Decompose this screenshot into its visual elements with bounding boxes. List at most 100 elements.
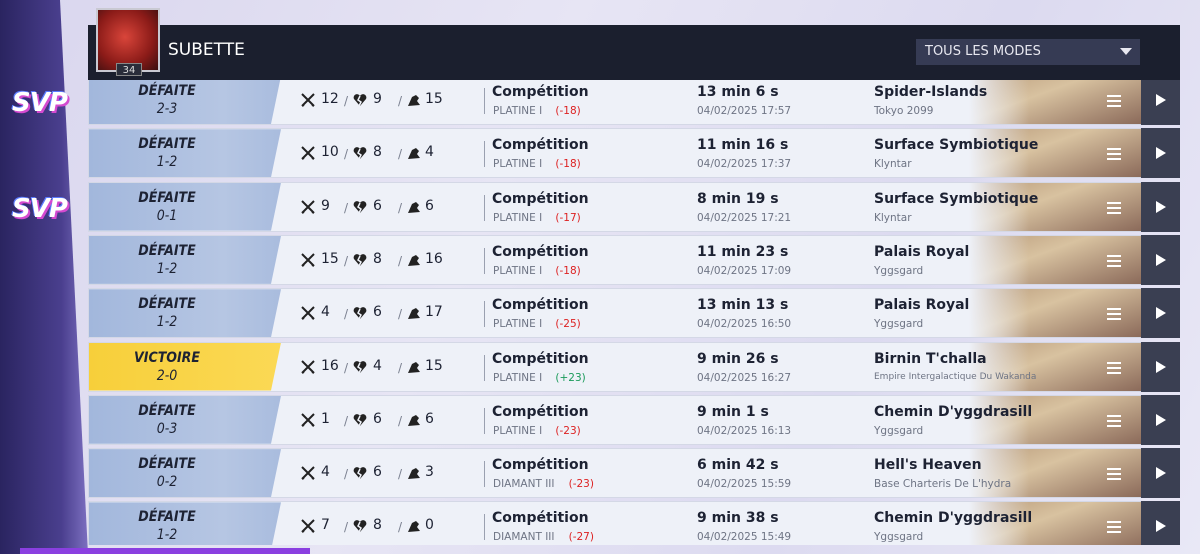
deaths: 4 — [373, 357, 382, 374]
result-box: VICTOIRE 2-0 — [89, 342, 281, 391]
map: Chemin D'yggdrasill — [874, 510, 1033, 527]
region: Empire Intergalactique Du Wakanda — [874, 371, 1037, 382]
deaths-icon — [353, 200, 367, 213]
rank-delta: (-23) — [568, 478, 594, 491]
date: 04/02/2025 16:50 — [697, 318, 792, 331]
replay-button[interactable] — [1141, 234, 1180, 285]
divider — [484, 461, 485, 488]
details-icon[interactable] — [1107, 414, 1121, 427]
details-icon[interactable] — [1107, 308, 1121, 321]
score: 1-2 — [156, 527, 178, 544]
score: 0-3 — [156, 420, 178, 437]
assists: 15 — [425, 91, 443, 107]
region: Yggsgard — [874, 318, 924, 331]
duration: 13 min 6 s — [697, 84, 779, 100]
score: 2-3 — [156, 101, 178, 117]
duration: 11 min 16 s — [697, 137, 789, 154]
avatar[interactable] — [96, 8, 160, 72]
match-row[interactable]: DÉFAITE 1-2 15 8 / 16 / Compétition PLATINE I (-1… — [88, 234, 1180, 285]
duration: 13 min 13 s — [697, 297, 789, 314]
map: Chemin D'yggdrasill — [874, 403, 1033, 420]
map: Hell's Heaven — [874, 457, 982, 474]
kills-icon — [301, 519, 315, 534]
match-row[interactable]: DÉFAITE 1-2 4 6 / 17 / Compétition PLATINE I (-25… — [88, 288, 1180, 339]
play-icon — [1156, 253, 1166, 266]
rank: PLATINE I — [493, 211, 543, 224]
match-list: DÉFAITE 2-3 12 9 / 15 / Compétition PLATINE I (-1… — [88, 80, 1180, 545]
deaths-icon — [353, 94, 367, 107]
stat-separator: / — [398, 307, 403, 322]
details-icon[interactable] — [1107, 254, 1121, 267]
duration: 9 min 1 s — [697, 403, 769, 420]
date: 04/02/2025 17:57 — [697, 105, 792, 117]
duration: 11 min 23 s — [697, 243, 789, 260]
deaths: 9 — [373, 91, 382, 107]
details-icon[interactable] — [1107, 521, 1121, 534]
stat-separator: / — [344, 520, 349, 535]
mode-dropdown[interactable]: TOUS LES MODES — [916, 39, 1140, 65]
rank: DIAMANT III — [493, 478, 555, 491]
replay-button[interactable] — [1141, 448, 1180, 499]
match-row[interactable]: DÉFAITE 1-2 7 8 / 0 / Compétition DIAMANT III (-2… — [88, 501, 1180, 545]
details-icon[interactable] — [1107, 361, 1121, 374]
result-box: DÉFAITE 1-2 — [89, 235, 281, 284]
replay-button[interactable] — [1141, 501, 1180, 545]
match-row[interactable]: DÉFAITE 0-2 4 6 / 3 / Compétition DIAMANT III (-2… — [88, 448, 1180, 499]
deaths: 6 — [373, 464, 382, 481]
match-row[interactable]: DÉFAITE 2-3 12 9 / 15 / Compétition PLATINE I (-1… — [88, 80, 1180, 125]
result: DÉFAITE — [138, 83, 196, 99]
result: DÉFAITE — [138, 136, 196, 153]
kills-icon — [301, 466, 315, 480]
rank-delta: (+23) — [555, 371, 586, 384]
match-row[interactable]: DÉFAITE 0-3 1 6 / 6 / Compétition PLATINE I (-23)… — [88, 394, 1180, 445]
assists: 3 — [425, 464, 434, 481]
map-image — [969, 502, 1141, 545]
region: Klyntar — [874, 211, 912, 224]
deaths: 8 — [373, 144, 382, 161]
divider — [484, 194, 485, 221]
match-row[interactable]: DÉFAITE 1-2 10 8 / 4 / Compétition PLATINE I (-18… — [88, 128, 1180, 179]
replay-button[interactable] — [1141, 181, 1180, 232]
sidebar — [0, 0, 88, 554]
assists: 6 — [425, 410, 434, 427]
result-box: DÉFAITE 1-2 — [89, 289, 281, 338]
region: Klyntar — [874, 158, 912, 171]
details-icon[interactable] — [1107, 148, 1121, 161]
match-row[interactable]: DÉFAITE 0-1 9 6 / 6 / Compétition PLATINE I (-17)… — [88, 181, 1180, 232]
kills-icon — [301, 199, 315, 214]
details-icon[interactable] — [1107, 95, 1121, 107]
assists-icon — [408, 414, 420, 426]
rank-delta: (-25) — [555, 318, 581, 331]
map: Palais Royal — [874, 243, 970, 260]
match-row[interactable]: VICTOIRE 2-0 16 4 / 15 / Compétition PLATINE I (+… — [88, 341, 1180, 392]
replay-button[interactable] — [1141, 128, 1180, 179]
stat-separator: / — [398, 520, 403, 535]
map: Surface Symbiotique — [874, 137, 1039, 154]
replay-button[interactable] — [1141, 394, 1180, 445]
mode: Compétition — [492, 243, 589, 260]
stat-separator: / — [344, 147, 349, 162]
result-box: DÉFAITE 1-2 — [89, 129, 281, 178]
dropdown-arrow — [1120, 48, 1132, 55]
details-icon[interactable] — [1107, 468, 1121, 481]
assists-icon — [408, 201, 420, 213]
stat-separator: / — [398, 147, 403, 162]
rank: PLATINE I — [493, 105, 543, 117]
replay-button[interactable] — [1141, 80, 1180, 125]
deaths-icon — [353, 360, 367, 373]
kills: 15 — [321, 250, 339, 267]
deaths-icon — [353, 413, 367, 427]
play-icon — [1156, 147, 1166, 160]
map: Surface Symbiotique — [874, 190, 1039, 207]
deaths-icon — [353, 467, 367, 480]
stat-separator: / — [344, 307, 349, 322]
assists-icon — [408, 521, 420, 533]
stat-separator: / — [398, 360, 403, 375]
details-icon[interactable] — [1107, 201, 1121, 214]
result: DÉFAITE — [138, 296, 196, 313]
replay-button[interactable] — [1141, 288, 1180, 339]
mode: Compétition — [492, 350, 589, 367]
replay-button[interactable] — [1141, 341, 1180, 392]
stat-separator: / — [398, 413, 403, 428]
kills: 12 — [321, 91, 339, 107]
